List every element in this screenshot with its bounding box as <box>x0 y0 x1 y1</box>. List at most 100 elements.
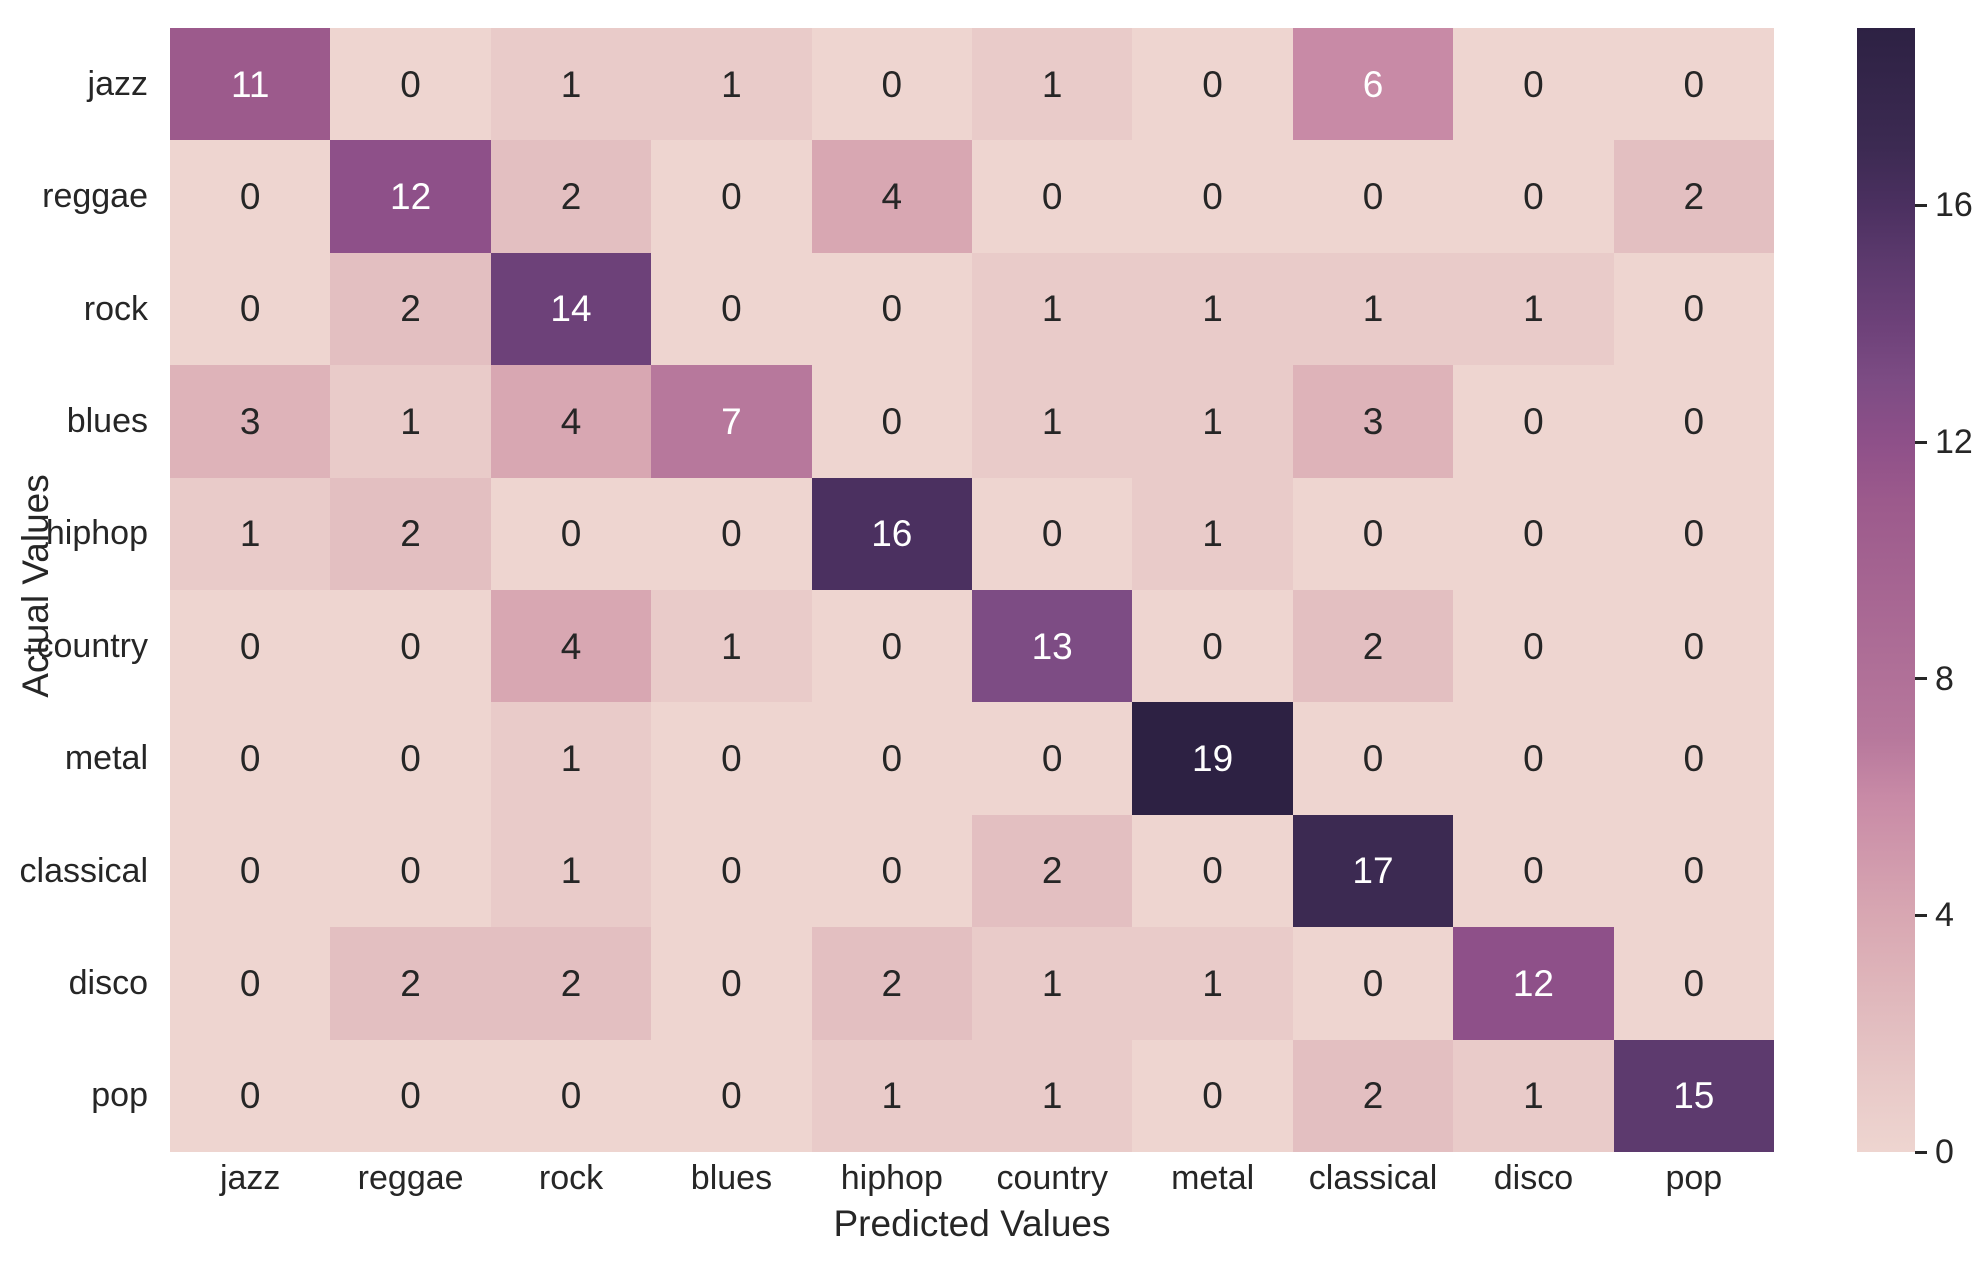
heatmap-cell: 1 <box>971 927 1133 1040</box>
heatmap-cell: 0 <box>170 590 331 703</box>
y-tick-label: classical <box>19 851 148 890</box>
cell-annotation: 16 <box>871 513 913 555</box>
heatmap-cell: 0 <box>1613 702 1774 815</box>
cell-annotation: 0 <box>560 1075 582 1117</box>
heatmap-cell: 0 <box>170 1039 331 1152</box>
cell-annotation: 1 <box>721 63 742 105</box>
cell-annotation: 1 <box>560 738 582 780</box>
cell-annotation: 1 <box>239 513 261 555</box>
cell-annotation: 0 <box>560 513 582 555</box>
x-tick-label: rock <box>538 1158 604 1197</box>
heatmap-cell: 0 <box>651 927 812 1040</box>
heatmap-cell: 1 <box>971 1039 1133 1152</box>
heatmap-cell: 0 <box>971 140 1133 253</box>
colorbar-tick-label: 0 <box>1935 1133 1954 1171</box>
heatmap-cell: 0 <box>330 702 491 815</box>
colorbar-tick: 16 <box>1915 188 1973 222</box>
colorbar-tick-mark <box>1915 440 1927 444</box>
heatmap-cell: 4 <box>490 365 652 478</box>
cell-annotation: 0 <box>1683 625 1705 667</box>
y-tick-label: metal <box>64 739 148 778</box>
cell-annotation: 2 <box>560 176 582 218</box>
heatmap-cell: 0 <box>1132 814 1293 928</box>
heatmap-cell: 2 <box>330 477 491 590</box>
cell-annotation: 17 <box>1352 850 1394 892</box>
cell-annotation: 14 <box>550 288 592 330</box>
cell-annotation: 0 <box>721 738 742 780</box>
cell-annotation: 0 <box>1362 176 1384 218</box>
cell-annotation: 1 <box>1202 513 1223 555</box>
cell-annotation: 0 <box>1362 513 1384 555</box>
cell-annotation: 1 <box>1041 400 1063 442</box>
heatmap-cell: 0 <box>170 702 331 815</box>
cell-annotation: 7 <box>721 400 742 442</box>
heatmap-cell: 2 <box>1292 590 1454 703</box>
heatmap-cell: 12 <box>1453 927 1614 1040</box>
cell-annotation: 0 <box>1202 63 1223 105</box>
cell-annotation: 1 <box>400 400 421 442</box>
heatmap-cell: 0 <box>811 814 972 928</box>
cell-annotation: 1 <box>1041 288 1063 330</box>
heatmap-cell: 0 <box>170 927 331 1040</box>
heatmap-cell: 2 <box>490 140 652 253</box>
cell-annotation: 0 <box>400 738 421 780</box>
heatmap-grid: 11 0 1 1 0 1 0 6 0 0 0 12 2 0 4 0 0 0 0 2 0 2 14 0 0 1 1 1 1 0 3 1 4 7 0 1 1… <box>170 28 1774 1152</box>
cell-annotation: 2 <box>560 962 582 1004</box>
cell-annotation: 4 <box>560 625 582 667</box>
heatmap-cell: 0 <box>170 252 331 366</box>
heatmap-cell: 0 <box>170 140 331 253</box>
heatmap-cell: 0 <box>971 477 1133 590</box>
cell-annotation: 0 <box>1683 63 1705 105</box>
cell-annotation: 0 <box>721 513 742 555</box>
cell-annotation: 1 <box>1523 288 1544 330</box>
heatmap-cell: 15 <box>1613 1039 1774 1152</box>
cell-annotation: 0 <box>881 288 903 330</box>
heatmap-cell: 0 <box>651 140 812 253</box>
cell-annotation: 0 <box>1041 738 1063 780</box>
x-axis-title: Predicted Values <box>833 1203 1111 1244</box>
heatmap-cell: 0 <box>1132 1039 1293 1152</box>
cell-annotation: 0 <box>1041 176 1063 218</box>
colorbar-tick-label: 4 <box>1935 896 1954 935</box>
cell-annotation: 0 <box>1202 625 1223 667</box>
cell-annotation: 0 <box>1523 850 1544 892</box>
cell-annotation: 0 <box>1683 288 1705 330</box>
colorbar-tick-label: 8 <box>1935 659 1954 698</box>
heatmap-cell: 14 <box>490 252 652 366</box>
cell-annotation: 0 <box>1202 1075 1223 1117</box>
heatmap-cell: 0 <box>811 28 972 141</box>
heatmap-cell: 1 <box>651 590 812 703</box>
cell-annotation: 4 <box>881 176 903 218</box>
cell-annotation: 4 <box>560 400 582 442</box>
cell-annotation: 0 <box>1683 513 1705 555</box>
x-tick-label: classical <box>1308 1158 1438 1197</box>
heatmap-cell: 0 <box>1292 702 1454 815</box>
heatmap-cell: 1 <box>1132 365 1293 478</box>
heatmap-cell: 1 <box>1453 1039 1614 1152</box>
cell-annotation: 2 <box>1683 176 1705 218</box>
cell-annotation: 0 <box>881 400 903 442</box>
cell-annotation: 0 <box>239 288 261 330</box>
cell-annotation: 13 <box>1031 625 1073 667</box>
colorbar-tick: 8 <box>1915 662 1954 696</box>
heatmap-cell: 13 <box>971 590 1133 703</box>
y-tick-label: blues <box>66 401 148 440</box>
colorbar-tick-mark <box>1915 677 1927 681</box>
heatmap-cell: 4 <box>811 140 972 253</box>
cell-annotation: 1 <box>1041 962 1063 1004</box>
cell-annotation: 0 <box>239 176 261 218</box>
cell-annotation: 2 <box>400 962 421 1004</box>
cell-annotation: 1 <box>1202 288 1223 330</box>
heatmap-cell: 1 <box>971 28 1133 141</box>
x-tick-label: hiphop <box>840 1158 943 1197</box>
heatmap-cell: 2 <box>971 814 1133 928</box>
cell-annotation: 0 <box>239 1075 261 1117</box>
heatmap-cell: 0 <box>1453 814 1614 928</box>
colorbar-tick-mark <box>1915 1150 1927 1154</box>
heatmap-cell: 0 <box>811 365 972 478</box>
cell-annotation: 0 <box>721 288 742 330</box>
heatmap-cell: 2 <box>330 927 491 1040</box>
y-axis-tick-labels: jazz reggae rock blues hiphop country metal cla… <box>0 28 160 1152</box>
x-tick-label: blues <box>690 1158 773 1197</box>
heatmap-cell: 2 <box>1613 140 1774 253</box>
